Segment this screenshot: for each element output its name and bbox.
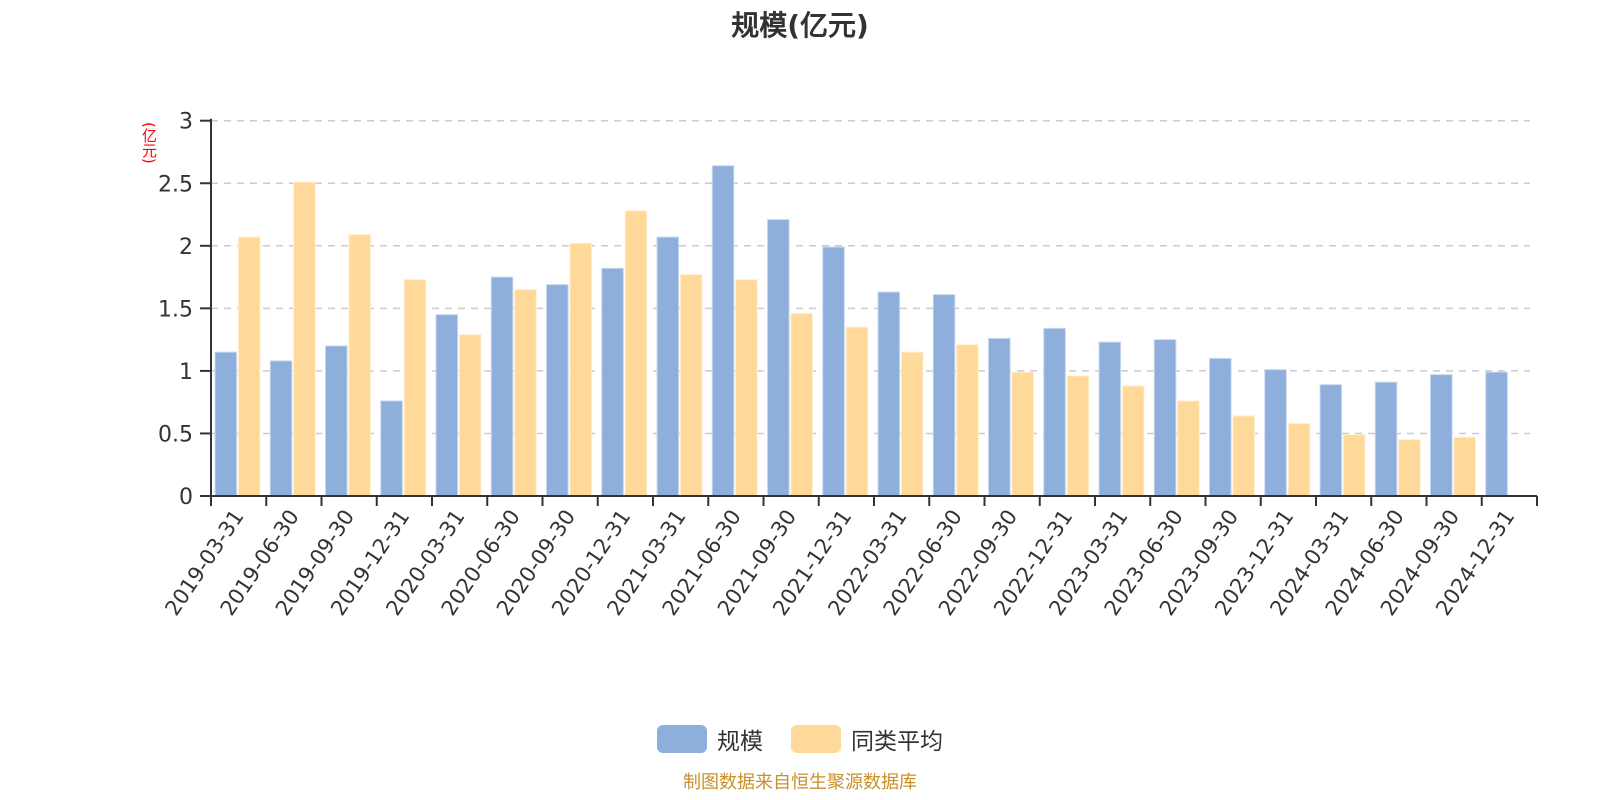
- bar-scale[interactable]: [1098, 341, 1122, 497]
- bar-peer-average[interactable]: [1011, 371, 1035, 497]
- bar-peer-average[interactable]: [624, 210, 648, 497]
- bar-peer-average[interactable]: [1177, 400, 1200, 497]
- bar-scale[interactable]: [325, 345, 348, 497]
- bar-scale[interactable]: [1374, 381, 1398, 497]
- bar-peer-average[interactable]: [458, 334, 482, 497]
- legend-item-peer-average[interactable]: 同类平均: [791, 722, 943, 756]
- legend-swatch-scale-icon: [657, 725, 707, 753]
- y-tick-label: 2.5: [158, 172, 193, 197]
- bar-peer-average[interactable]: [1066, 375, 1090, 497]
- bar-scale[interactable]: [767, 219, 790, 497]
- bar-peer-average[interactable]: [514, 289, 537, 497]
- legend: 规模 同类平均: [0, 722, 1600, 756]
- bar-scale[interactable]: [656, 236, 680, 497]
- y-tick-label: 0: [179, 485, 193, 510]
- legend-label-scale: 规模: [717, 729, 763, 755]
- y-tick-label: 1: [179, 360, 193, 385]
- bar-peer-average[interactable]: [1342, 434, 1366, 497]
- bar-peer-average[interactable]: [1287, 422, 1311, 497]
- bar-peer-average[interactable]: [845, 326, 869, 497]
- bar-scale[interactable]: [1319, 384, 1343, 497]
- chart-title: 规模(亿元): [731, 9, 869, 42]
- bar-scale[interactable]: [1264, 369, 1287, 497]
- bar-scale[interactable]: [435, 314, 459, 497]
- bar-peer-average[interactable]: [1398, 439, 1421, 497]
- bar-peer-average[interactable]: [1453, 436, 1477, 497]
- bar-scale[interactable]: [822, 246, 845, 497]
- bar-scale[interactable]: [1209, 357, 1232, 497]
- bar-peer-average[interactable]: [293, 181, 316, 497]
- bar-peer-average[interactable]: [735, 279, 758, 497]
- bar-scale[interactable]: [490, 276, 514, 497]
- bar-peer-average[interactable]: [900, 351, 924, 497]
- y-tick-label: 1.5: [158, 297, 193, 322]
- bar-scale[interactable]: [269, 360, 293, 497]
- data-source-footer: 制图数据来自恒生聚源数据库: [683, 772, 917, 793]
- legend-swatch-peer-average-icon: [791, 725, 841, 753]
- bar-peer-average[interactable]: [790, 312, 814, 497]
- bar-peer-average[interactable]: [679, 274, 703, 497]
- bar-peer-average[interactable]: [1121, 385, 1145, 497]
- bar-scale[interactable]: [1485, 371, 1508, 497]
- bar-peer-average[interactable]: [569, 242, 593, 497]
- y-axis-unit-label: (亿元): [140, 122, 158, 164]
- bar-scale[interactable]: [877, 291, 901, 497]
- legend-label-peer-average: 同类平均: [851, 729, 943, 755]
- bar-peer-average[interactable]: [237, 236, 261, 497]
- bar-scale[interactable]: [988, 337, 1011, 497]
- legend-item-scale[interactable]: 规模: [657, 722, 763, 756]
- bar-scale[interactable]: [1153, 339, 1177, 497]
- bar-scale[interactable]: [711, 165, 735, 497]
- bar-scale[interactable]: [1043, 327, 1066, 497]
- axes: [200, 118, 1538, 506]
- bar-scale[interactable]: [1430, 374, 1453, 497]
- bar-peer-average[interactable]: [403, 279, 427, 497]
- bar-scale[interactable]: [601, 267, 624, 497]
- bar-peer-average[interactable]: [348, 234, 371, 497]
- bar-scale[interactable]: [546, 284, 569, 497]
- bar-peer-average[interactable]: [956, 344, 979, 497]
- bar-peer-average[interactable]: [1232, 415, 1256, 497]
- y-tick-label: 3: [179, 110, 193, 135]
- y-tick-label: 0.5: [158, 422, 193, 447]
- y-tick-label: 2: [179, 235, 193, 260]
- bars: [214, 165, 1508, 497]
- bar-scale[interactable]: [932, 294, 956, 497]
- bar-scale[interactable]: [380, 400, 403, 497]
- bar-scale[interactable]: [214, 351, 238, 497]
